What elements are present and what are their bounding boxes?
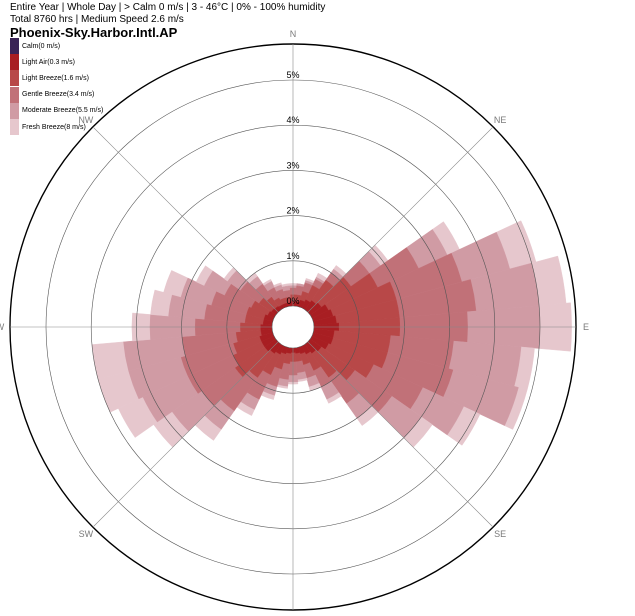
legend-label: Light Air(0.3 m/s) xyxy=(22,58,75,66)
polar-grid xyxy=(9,43,577,611)
legend-swatch xyxy=(10,119,19,136)
legend-item: Gentle Breeze(3.4 m/s) xyxy=(10,86,103,103)
legend-item: Light Air(0.3 m/s) xyxy=(10,54,103,71)
direction-label: SW xyxy=(79,529,94,539)
chart-legend: Calm(0 m/s) Light Air(0.3 m/s) Light Breez… xyxy=(10,38,104,136)
direction-label: W xyxy=(0,322,5,332)
hours-summary: Total 8760 hrs | Medium Speed 2.6 m/s xyxy=(10,13,184,25)
direction-label: NE xyxy=(494,115,507,125)
legend-label: Light Breeze(1.6 m/s) xyxy=(22,74,89,82)
legend-swatch xyxy=(10,38,19,55)
ring-label: 2% xyxy=(286,206,299,216)
ring-label: 5% xyxy=(286,70,299,80)
spoke-line xyxy=(307,126,494,313)
station-title: Phoenix-Sky.Harbor.Intl.AP xyxy=(10,25,178,40)
direction-label: NW xyxy=(78,115,93,125)
legend-swatch xyxy=(10,86,19,103)
ring-label: 4% xyxy=(286,115,299,125)
ring-label: 3% xyxy=(286,160,299,170)
chart-header: Entire Year | Whole Day | > Calm 0 m/s |… xyxy=(10,2,325,41)
axis-labels: NNEESESSWWNW0%1%2%3%4%5% xyxy=(0,29,589,616)
legend-swatch xyxy=(10,102,19,119)
legend-label: Moderate Breeze(5.5 m/s) xyxy=(22,107,104,115)
legend-label: Calm(0 m/s) xyxy=(22,42,61,50)
legend-item: Calm(0 m/s) xyxy=(10,38,103,55)
legend-item: Fresh Breeze(8 m/s) xyxy=(10,119,103,136)
wind-bars xyxy=(91,220,572,448)
spoke-line xyxy=(92,341,279,528)
spoke-line xyxy=(92,126,279,313)
direction-label: N xyxy=(290,29,297,39)
center-hole xyxy=(272,306,314,348)
legend-item: Moderate Breeze(5.5 m/s) xyxy=(10,102,104,119)
legend-label: Gentle Breeze(3.4 m/s) xyxy=(22,91,95,99)
filter-summary: Entire Year | Whole Day | > Calm 0 m/s |… xyxy=(10,2,326,13)
legend-swatch xyxy=(10,54,19,71)
spoke-line xyxy=(307,341,494,528)
direction-label: E xyxy=(583,322,589,332)
ring-label: 1% xyxy=(286,251,299,261)
legend-swatch xyxy=(10,70,19,87)
direction-label: SE xyxy=(494,529,506,539)
legend-item: Light Breeze(1.6 m/s) xyxy=(10,70,103,87)
legend-label: Fresh Breeze(8 m/s) xyxy=(22,123,86,131)
ring-label: 0% xyxy=(286,296,299,306)
